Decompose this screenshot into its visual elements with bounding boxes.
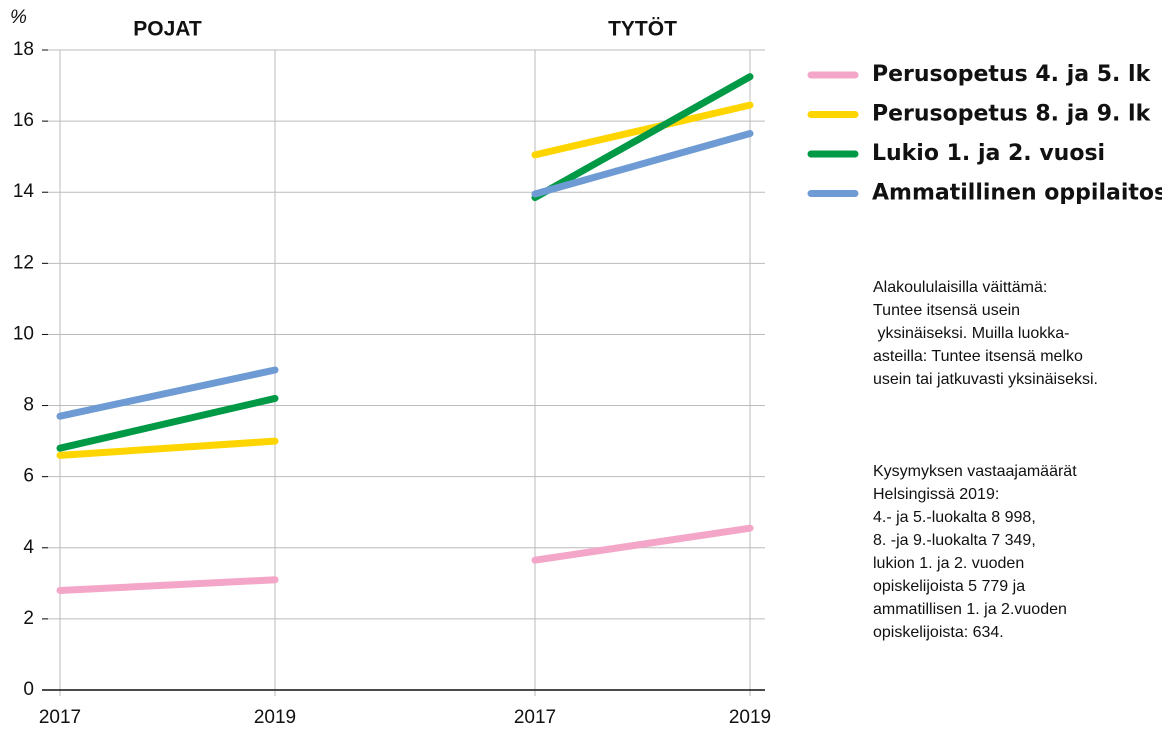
y-axis-label: % [10,7,27,28]
panel-title: TYTÖT [608,18,677,41]
series-line [531,524,754,564]
note-line: 4.- ja 5.-luokalta 8 998, [873,509,1036,526]
y-tick-label: 6 [23,466,34,487]
series-line [531,73,754,202]
note-line: opiskelijoista: 634. [873,624,1004,641]
y-tick-label: 12 [13,252,34,273]
note-line: yksinäiseksi. Muilla luokka- [873,325,1070,342]
note-line: asteilla: Tuntee itsensä melko [873,348,1083,365]
note-line: Helsingissä 2019: [873,486,999,503]
y-tick-label: 8 [23,395,34,416]
y-tick-label: 10 [13,323,34,344]
note-line: Tuntee itsensä usein [873,302,1020,319]
panel-title: POJAT [133,18,202,41]
series-line [56,437,279,459]
legend-label: Perusopetus 4. ja 5. lk [872,62,1152,87]
legend-label: Ammatillinen oppilaitos [872,181,1162,206]
note-line: lukion 1. ja 2. vuoden [873,555,1024,572]
series-line [56,366,279,420]
note-line: Alakoululaisilla väittämä: [873,279,1047,296]
legend-label: Lukio 1. ja 2. vuosi [872,141,1105,166]
x-tick-label: 2019 [729,707,771,728]
y-tick-label: 18 [13,39,34,60]
x-tick-label: 2017 [514,707,556,728]
y-tick-label: 2 [23,608,34,629]
note-line: Kysymyksen vastaajamäärät [873,463,1077,480]
legend-label: Perusopetus 8. ja 9. lk [872,102,1152,127]
y-tick-label: 16 [13,110,34,131]
x-tick-label: 2017 [39,707,81,728]
note-line: usein tai jatkuvasti yksinäiseksi. [873,371,1098,388]
y-tick-label: 14 [13,181,35,202]
y-tick-label: 0 [23,679,34,700]
note-line: opiskelijoista 5 779 ja [873,578,1025,595]
note-line: ammatillisen 1. ja 2.vuoden [873,601,1067,618]
series-line [56,394,279,452]
series-line [56,576,279,594]
x-tick-label: 2019 [254,707,296,728]
y-tick-label: 4 [23,537,34,558]
series-line [531,101,754,159]
series-line [531,130,754,198]
note-line: 8. -ja 9.-luokalta 7 349, [873,532,1036,549]
